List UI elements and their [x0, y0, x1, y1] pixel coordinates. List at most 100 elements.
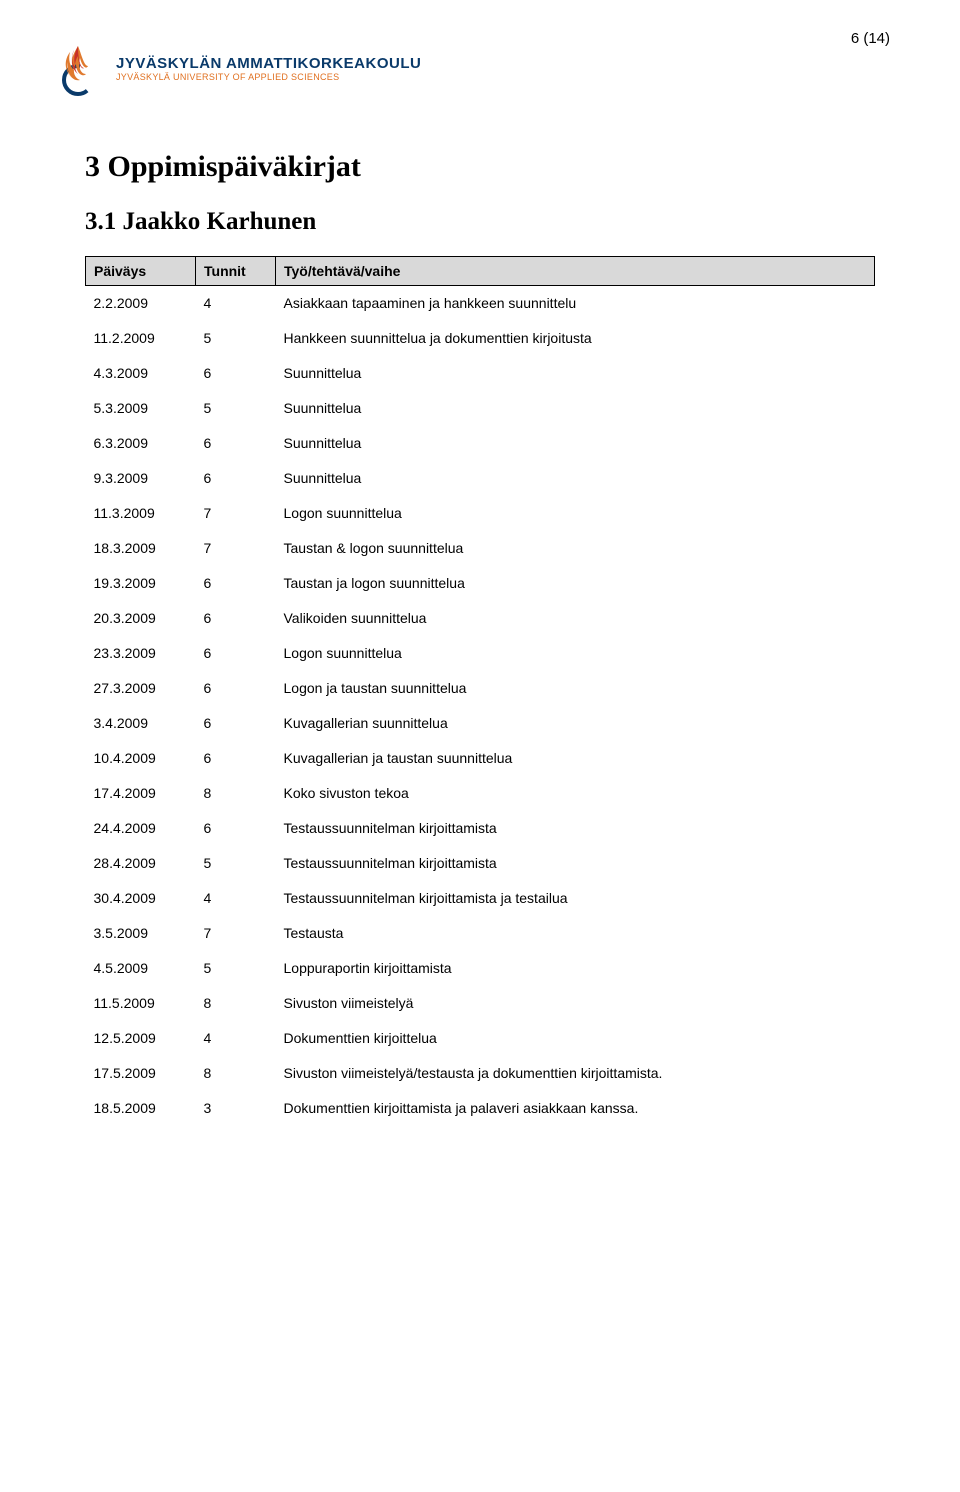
cell-task: Testaussuunnitelman kirjoittamista ja te…	[276, 881, 875, 916]
cell-date: 3.4.2009	[86, 706, 196, 741]
cell-date: 17.4.2009	[86, 776, 196, 811]
cell-task: Logon suunnittelua	[276, 636, 875, 671]
cell-date: 18.5.2009	[86, 1091, 196, 1126]
cell-date: 18.3.2009	[86, 531, 196, 566]
table-row: 24.4.20096Testaussuunnitelman kirjoittam…	[86, 811, 875, 846]
table-row: 18.3.20097Taustan & logon suunnittelua	[86, 531, 875, 566]
cell-hours: 5	[196, 951, 276, 986]
cell-hours: 5	[196, 321, 276, 356]
table-row: 17.5.20098Sivuston viimeistelyä/testaust…	[86, 1056, 875, 1091]
cell-date: 10.4.2009	[86, 741, 196, 776]
cell-task: Logon suunnittelua	[276, 496, 875, 531]
col-task-header: Työ/tehtävä/vaihe	[276, 257, 875, 286]
cell-task: Testausta	[276, 916, 875, 951]
cell-hours: 6	[196, 741, 276, 776]
cell-task: Logon ja taustan suunnittelua	[276, 671, 875, 706]
cell-task: Suunnittelua	[276, 356, 875, 391]
cell-hours: 6	[196, 706, 276, 741]
cell-hours: 7	[196, 531, 276, 566]
cell-date: 2.2.2009	[86, 286, 196, 322]
page-number: 6 (14)	[851, 30, 890, 47]
table-row: 11.3.20097Logon suunnittelua	[86, 496, 875, 531]
cell-date: 30.4.2009	[86, 881, 196, 916]
cell-date: 24.4.2009	[86, 811, 196, 846]
university-logo: JYVÄSKYLÄN AMMATTIKORKEAKOULU JYVÄSKYLÄ …	[50, 40, 421, 96]
cell-task: Suunnittelua	[276, 426, 875, 461]
table-row: 12.5.20094Dokumenttien kirjoittelua	[86, 1021, 875, 1056]
cell-hours: 6	[196, 461, 276, 496]
cell-hours: 6	[196, 601, 276, 636]
table-row: 4.3.20096Suunnittelua	[86, 356, 875, 391]
table-header-row: Päiväys Tunnit Työ/tehtävä/vaihe	[86, 257, 875, 286]
table-row: 19.3.20096Taustan ja logon suunnittelua	[86, 566, 875, 601]
table-row: 28.4.20095Testaussuunnitelman kirjoittam…	[86, 846, 875, 881]
cell-date: 11.5.2009	[86, 986, 196, 1021]
cell-task: Testaussuunnitelman kirjoittamista	[276, 846, 875, 881]
cell-task: Suunnittelua	[276, 461, 875, 496]
cell-task: Asiakkaan tapaaminen ja hankkeen suunnit…	[276, 286, 875, 322]
cell-date: 11.2.2009	[86, 321, 196, 356]
cell-hours: 6	[196, 426, 276, 461]
cell-date: 6.3.2009	[86, 426, 196, 461]
cell-date: 23.3.2009	[86, 636, 196, 671]
cell-hours: 5	[196, 391, 276, 426]
section-heading: 3 Oppimispäiväkirjat	[85, 150, 875, 184]
cell-task: Taustan ja logon suunnittelua	[276, 566, 875, 601]
cell-hours: 6	[196, 636, 276, 671]
logo-title: JYVÄSKYLÄN AMMATTIKORKEAKOULU	[116, 55, 421, 72]
cell-date: 4.3.2009	[86, 356, 196, 391]
cell-hours: 7	[196, 916, 276, 951]
cell-date: 28.4.2009	[86, 846, 196, 881]
cell-hours: 6	[196, 671, 276, 706]
cell-date: 20.3.2009	[86, 601, 196, 636]
table-row: 27.3.20096Logon ja taustan suunnittelua	[86, 671, 875, 706]
cell-date: 17.5.2009	[86, 1056, 196, 1091]
cell-date: 4.5.2009	[86, 951, 196, 986]
cell-hours: 6	[196, 811, 276, 846]
cell-task: Loppuraportin kirjoittamista	[276, 951, 875, 986]
cell-task: Dokumenttien kirjoittamista ja palaveri …	[276, 1091, 875, 1126]
cell-hours: 6	[196, 566, 276, 601]
flame-logo-icon	[50, 40, 106, 96]
cell-hours: 3	[196, 1091, 276, 1126]
cell-date: 12.5.2009	[86, 1021, 196, 1056]
table-row: 5.3.20095Suunnittelua	[86, 391, 875, 426]
cell-task: Taustan & logon suunnittelua	[276, 531, 875, 566]
cell-task: Sivuston viimeistelyä/testausta ja dokum…	[276, 1056, 875, 1091]
cell-task: Sivuston viimeistelyä	[276, 986, 875, 1021]
table-row: 2.2.20094Asiakkaan tapaaminen ja hankkee…	[86, 286, 875, 322]
cell-task: Koko sivuston tekoa	[276, 776, 875, 811]
table-row: 18.5.20093Dokumenttien kirjoittamista ja…	[86, 1091, 875, 1126]
work-log-table: Päiväys Tunnit Työ/tehtävä/vaihe 2.2.200…	[85, 256, 875, 1126]
cell-task: Kuvagallerian ja taustan suunnittelua	[276, 741, 875, 776]
cell-date: 11.3.2009	[86, 496, 196, 531]
col-date-header: Päiväys	[86, 257, 196, 286]
cell-task: Kuvagallerian suunnittelua	[276, 706, 875, 741]
document-body: 3 Oppimispäiväkirjat 3.1 Jaakko Karhunen…	[85, 150, 875, 1126]
cell-task: Dokumenttien kirjoittelua	[276, 1021, 875, 1056]
table-row: 9.3.20096Suunnittelua	[86, 461, 875, 496]
table-row: 10.4.20096Kuvagallerian ja taustan suunn…	[86, 741, 875, 776]
subsection-heading: 3.1 Jaakko Karhunen	[85, 208, 875, 236]
cell-date: 27.3.2009	[86, 671, 196, 706]
table-row: 23.3.20096Logon suunnittelua	[86, 636, 875, 671]
cell-date: 5.3.2009	[86, 391, 196, 426]
table-row: 3.4.20096Kuvagallerian suunnittelua	[86, 706, 875, 741]
cell-hours: 6	[196, 356, 276, 391]
table-row: 20.3.20096Valikoiden suunnittelua	[86, 601, 875, 636]
cell-hours: 8	[196, 1056, 276, 1091]
table-row: 17.4.20098Koko sivuston tekoa	[86, 776, 875, 811]
cell-date: 9.3.2009	[86, 461, 196, 496]
cell-task: Valikoiden suunnittelua	[276, 601, 875, 636]
cell-date: 3.5.2009	[86, 916, 196, 951]
cell-task: Suunnittelua	[276, 391, 875, 426]
table-row: 4.5.20095Loppuraportin kirjoittamista	[86, 951, 875, 986]
cell-task: Hankkeen suunnittelua ja dokumenttien ki…	[276, 321, 875, 356]
table-row: 6.3.20096Suunnittelua	[86, 426, 875, 461]
table-row: 11.2.20095Hankkeen suunnittelua ja dokum…	[86, 321, 875, 356]
cell-hours: 5	[196, 846, 276, 881]
table-row: 3.5.20097Testausta	[86, 916, 875, 951]
cell-hours: 8	[196, 986, 276, 1021]
cell-hours: 7	[196, 496, 276, 531]
cell-date: 19.3.2009	[86, 566, 196, 601]
